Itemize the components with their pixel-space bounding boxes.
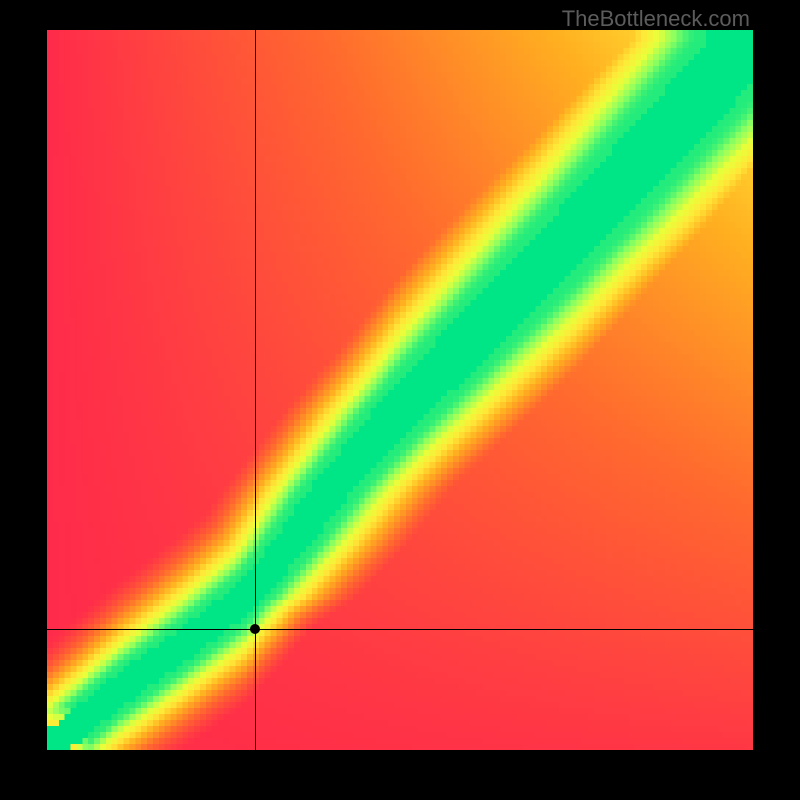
crosshair-marker — [250, 624, 260, 634]
heatmap-plot — [47, 30, 753, 750]
watermark-text: TheBottleneck.com — [562, 6, 750, 32]
heatmap-canvas — [47, 30, 753, 750]
